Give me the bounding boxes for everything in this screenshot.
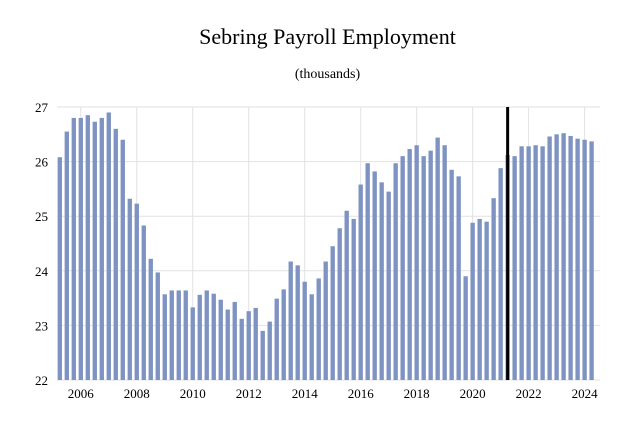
bar — [547, 136, 552, 380]
bar — [239, 318, 244, 380]
x-tick-label: 2006 — [68, 386, 95, 401]
bar — [435, 137, 440, 380]
bar — [575, 138, 580, 380]
x-tick-label: 2010 — [180, 386, 206, 401]
x-tick-label: 2022 — [516, 386, 542, 401]
y-tick-label: 24 — [35, 264, 49, 279]
bar — [386, 191, 391, 380]
bar — [78, 117, 83, 381]
bar — [351, 218, 356, 380]
y-tick-label: 26 — [35, 155, 49, 170]
bar — [120, 139, 125, 380]
bar — [449, 169, 454, 380]
bar — [218, 299, 223, 380]
y-tick-label: 22 — [35, 373, 48, 388]
bar — [400, 156, 405, 380]
bar — [316, 278, 321, 380]
bar — [302, 281, 307, 380]
bar — [463, 276, 468, 380]
bar — [554, 134, 559, 380]
bar — [372, 171, 377, 380]
bar — [365, 163, 370, 380]
bar — [99, 117, 104, 381]
bar — [421, 156, 426, 380]
bar — [379, 182, 384, 380]
bar — [561, 133, 566, 380]
y-tick-label: 27 — [35, 100, 49, 115]
bar — [183, 290, 188, 380]
bar — [211, 293, 216, 380]
bar — [225, 309, 230, 380]
bar — [274, 298, 279, 380]
bar — [64, 131, 69, 380]
bar — [281, 289, 286, 380]
bar — [484, 221, 489, 380]
bar — [190, 307, 195, 380]
bar — [470, 222, 475, 380]
bar — [526, 146, 531, 380]
bar — [85, 115, 90, 380]
chart-title: Sebring Payroll Employment — [199, 24, 456, 49]
bar — [323, 261, 328, 380]
bar — [113, 128, 118, 380]
bar — [169, 290, 174, 380]
x-tick-label: 2008 — [124, 386, 150, 401]
bar — [155, 272, 160, 380]
bar — [491, 198, 496, 380]
bar — [442, 145, 447, 380]
x-tick-label: 2020 — [460, 386, 486, 401]
x-tick-label: 2012 — [236, 386, 262, 401]
bar-layer — [57, 112, 594, 381]
x-tick-label: 2024 — [572, 386, 599, 401]
bar — [393, 163, 398, 380]
bar — [134, 203, 139, 380]
bar — [337, 228, 342, 380]
axis-layer: 22 23 24 25 26 27 2006 2008 2010 2012 2014 2016 2018… — [35, 100, 598, 401]
bar — [295, 265, 300, 380]
bar — [456, 176, 461, 380]
x-tick-label: 2016 — [348, 386, 375, 401]
bar — [330, 246, 335, 380]
bar — [358, 184, 363, 380]
bar — [246, 311, 251, 380]
bar — [253, 307, 258, 380]
bar — [589, 141, 594, 380]
bar — [260, 330, 265, 380]
bar — [127, 198, 132, 380]
bar — [197, 294, 202, 380]
bar — [162, 294, 167, 380]
bar — [267, 321, 272, 380]
x-tick-label: 2014 — [292, 386, 319, 401]
x-tick-label: 2018 — [404, 386, 430, 401]
chart-subtitle: (thousands) — [294, 67, 361, 82]
bar — [204, 290, 209, 380]
bar — [582, 139, 587, 380]
y-tick-label: 23 — [35, 318, 48, 333]
bar — [309, 294, 314, 380]
bar — [568, 135, 573, 380]
y-tick-label: 25 — [35, 209, 48, 224]
bar — [540, 146, 545, 380]
bar — [288, 261, 293, 380]
bar — [428, 150, 433, 380]
bar — [176, 290, 181, 380]
bar — [232, 301, 237, 380]
bar — [92, 121, 97, 380]
bar — [512, 156, 517, 380]
bar — [533, 145, 538, 380]
bar — [407, 149, 412, 380]
bar — [414, 145, 419, 380]
bar — [57, 157, 62, 380]
bar — [106, 112, 111, 381]
bar — [519, 146, 524, 380]
bar — [344, 210, 349, 380]
bar — [498, 168, 503, 380]
bar — [141, 225, 146, 380]
bar — [477, 218, 482, 380]
bar — [148, 258, 153, 380]
bar — [71, 117, 76, 381]
